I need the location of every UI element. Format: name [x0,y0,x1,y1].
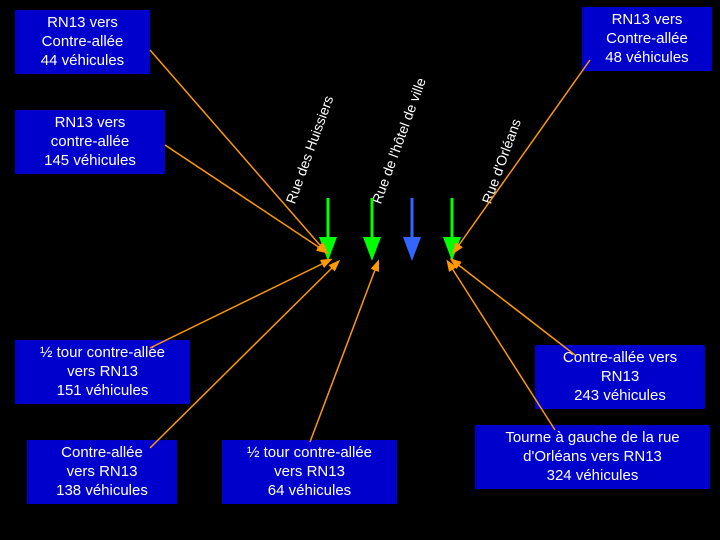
box-line: 48 véhicules [605,49,688,66]
box-line: Contre-allée vers [563,349,677,366]
box-top-left-2: RN13 vers contre-allée 145 véhicules [15,110,165,174]
box-line: 138 véhicules [56,482,148,499]
diag-bm [310,262,378,442]
box-mid-right: Contre-allée vers RN13 243 véhicules [535,345,705,409]
diag-tr [454,60,590,252]
box-line: vers RN13 [67,463,138,480]
box-line: RN13 vers [612,11,683,28]
box-line: RN13 vers [55,114,126,131]
box-line: d'Orléans vers RN13 [523,448,662,465]
box-top-right: RN13 vers Contre-allée 48 véhicules [582,7,712,71]
box-line: 151 véhicules [57,382,149,399]
box-line: 64 véhicules [268,482,351,499]
street-hotel-de-ville: Rue de l'hôtel de ville [368,76,428,206]
street-huissiers: Rue des Huissiers [282,94,336,206]
box-line: ½ tour contre-allée [40,344,165,361]
box-line: vers RN13 [274,463,345,480]
box-line: RN13 vers [47,14,118,31]
box-line: vers RN13 [67,363,138,380]
box-top-left-1: RN13 vers Contre-allée 44 véhicules [15,10,150,74]
box-bot-mid: ½ tour contre-allée vers RN13 64 véhicul… [222,440,397,504]
box-line: contre-allée [51,133,129,150]
box-bot-left: Contre-allée vers RN13 138 véhicules [27,440,177,504]
box-line: Tourne à gauche de la rue [505,429,679,446]
box-line: Contre-allée [61,444,143,461]
street-orleans: Rue d'Orléans [478,117,523,206]
box-mid-left: ½ tour contre-allée vers RN13 151 véhicu… [15,340,190,404]
box-bot-right: Tourne à gauche de la rue d'Orléans vers… [475,425,710,489]
box-line: 324 véhicules [547,467,639,484]
box-line: ½ tour contre-allée [247,444,372,461]
diag-ml [150,260,330,348]
box-line: 243 véhicules [574,387,666,404]
box-line: 145 véhicules [44,152,136,169]
box-line: RN13 [601,368,639,385]
diag-mr [452,260,575,355]
box-line: 44 véhicules [41,52,124,69]
box-line: Contre-allée [606,30,688,47]
box-line: Contre-allée [42,33,124,50]
